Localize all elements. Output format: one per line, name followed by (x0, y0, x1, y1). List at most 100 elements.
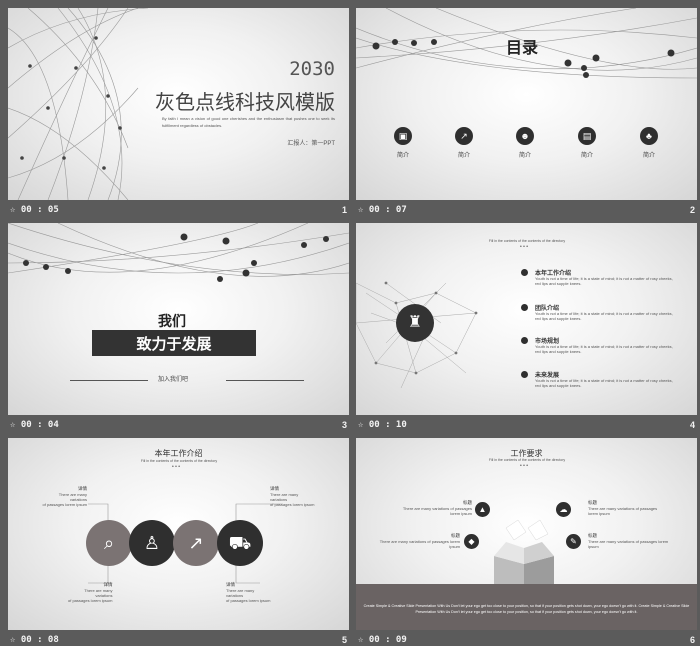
toc-label: 简介 (457, 153, 470, 159)
slide-info-bar: ☆ 00 : 10 4 (356, 417, 697, 435)
label-text: of passages lorem ipsum (226, 598, 271, 603)
transition-time: ☆ 00 : 10 (358, 420, 407, 430)
slogan-banner (92, 330, 256, 356)
hierarchy-icon: ♣ (640, 127, 658, 145)
graduation-cap-icon: ▲ (475, 502, 490, 517)
transition-time: ☆ 00 : 07 (358, 205, 407, 215)
requirement-top-right: 标题 There are many variations of passages… (588, 500, 668, 516)
slide-reporter: 汇报人：第一PPT (287, 141, 335, 147)
toc-label: 简介 (642, 153, 655, 159)
toc-label: 简介 (580, 153, 593, 159)
label-bottom-right: 详情 There are many variations of passages… (226, 582, 270, 603)
requirement-text: There are many variations of passages lo… (402, 506, 472, 516)
slide-canvas: 本年工作介绍 Fill in the contents of the conte… (8, 438, 349, 630)
divider-left (70, 380, 148, 381)
tag-icon: ◆ (464, 534, 479, 549)
animation-star-icon: ☆ (358, 420, 364, 430)
toc-label: 简介 (396, 153, 409, 159)
list-item-title: 未来发展 (535, 373, 560, 379)
label-title: 详情 (226, 582, 235, 587)
slide-number: 1 (341, 205, 347, 215)
requirement-bottom-left: 标题 There are many variations of passages… (376, 533, 460, 549)
label-text: variations (95, 593, 113, 598)
transition-time-value: 00 : 07 (368, 205, 407, 215)
trophy-circle: ♜ (396, 304, 434, 342)
transition-time: ☆ 00 : 04 (10, 420, 59, 430)
transition-time-value: 00 : 08 (20, 635, 59, 645)
requirement-title: 标题 (588, 533, 597, 538)
animation-star-icon: ☆ (358, 635, 364, 645)
network-lines-graphic (8, 223, 349, 282)
list-item-text: Youth is not a time of life; it is a sta… (535, 276, 673, 286)
list-bullet (521, 371, 528, 378)
label-title: 详情 (78, 486, 87, 491)
network-lines-graphic (356, 8, 697, 79)
toc-label: 简介 (518, 153, 531, 159)
list-bullet (521, 337, 528, 344)
slide-year: 2030 (289, 58, 335, 80)
transition-time-value: 00 : 10 (368, 420, 407, 430)
header-dots: • • • (520, 244, 529, 250)
step-circle-4: ⛟ (217, 520, 263, 566)
slide-number: 6 (689, 635, 695, 645)
step-circle-2: ♙ (129, 520, 175, 566)
label-text: There are many (58, 492, 87, 497)
slide-body-text: By faith I mean a vision of good one che… (162, 116, 335, 128)
slide-title: 灰色点线科技风模版 (155, 92, 335, 114)
people-icon: ☻ (516, 127, 534, 145)
search-person-icon: ⌕ (103, 533, 115, 553)
footer-text: Create Simple & Creative Slide Presentat… (363, 604, 690, 614)
label-text: There are many (270, 492, 299, 497)
slide-number: 4 (689, 420, 695, 430)
transition-time-value: 00 : 04 (20, 420, 59, 430)
slide-canvas: 我们 致力于发展 加入我们吧 (8, 223, 349, 415)
requirement-title: 标题 (463, 500, 472, 505)
label-title: 详情 (103, 582, 113, 587)
label-text: There are many (226, 588, 255, 593)
join-us-link[interactable]: 加入我们吧 (158, 377, 189, 383)
requirement-text: There are many variations of passages lo… (588, 539, 669, 549)
list-item-title: 团队介绍 (535, 306, 560, 312)
slide-title: 目录 (506, 40, 539, 57)
slide-canvas: 2030 灰色点线科技风模版 By faith I mean a vision … (8, 8, 349, 200)
header-dots: • • • (520, 463, 529, 469)
label-text: variations (270, 497, 288, 502)
step-circle-3: ↗ (173, 520, 219, 566)
step-circle-1: ⌕ (86, 520, 132, 566)
label-top-right: 详情 There are many variations of passages… (270, 486, 314, 507)
requirement-title: 标题 (588, 500, 597, 505)
slide-title: 工作要求 (510, 449, 543, 458)
slide-subheader: Fill in the contents of the contents of … (140, 459, 218, 463)
label-text: variations (226, 593, 244, 598)
slide-title: 本年工作介绍 (154, 449, 203, 458)
slide-canvas: Fill in the contents of the contents of … (356, 223, 697, 415)
cloud-icon: ☁ (556, 502, 571, 517)
list-item-title: 市场规划 (535, 339, 560, 345)
requirement-title: 标题 (451, 533, 460, 538)
requirement-top-left: 标题 There are many variations of passages… (402, 500, 472, 516)
slogan-line-2: 致力于发展 (136, 336, 212, 353)
list-item-text: Youth is not a time of life; it is a sta… (535, 378, 673, 388)
connector-lines (88, 503, 283, 584)
header-dots: • • • (172, 464, 181, 470)
list-item-text: Youth is not a time of life; it is a sta… (535, 311, 673, 321)
transition-time-value: 00 : 05 (20, 205, 59, 215)
slide-number: 3 (341, 420, 347, 430)
requirement-bottom-right: 标题 There are many variations of passages… (588, 533, 680, 549)
transition-time: ☆ 00 : 09 (358, 635, 407, 645)
requirement-text: There are many variations of passages lo… (588, 506, 658, 516)
list-bullet (521, 269, 528, 276)
requirement-text: There are many variations of passages lo… (379, 539, 460, 549)
slide-number: 2 (689, 205, 695, 215)
label-text: of passages lorem ipsum (270, 502, 315, 507)
list-item-title: 本年工作介绍 (535, 271, 572, 277)
growth-chart-icon: ↗ (188, 533, 204, 553)
slide-canvas: 工作要求 Fill in the contents of the content… (356, 438, 697, 630)
edit-icon: ✎ (566, 534, 581, 549)
transition-time-value: 00 : 09 (368, 635, 407, 645)
list-bullet (521, 304, 528, 311)
animation-star-icon: ☆ (10, 635, 16, 645)
slide-number: 5 (341, 635, 347, 645)
footer-band (356, 584, 697, 630)
document-icon: ▤ (578, 127, 596, 145)
